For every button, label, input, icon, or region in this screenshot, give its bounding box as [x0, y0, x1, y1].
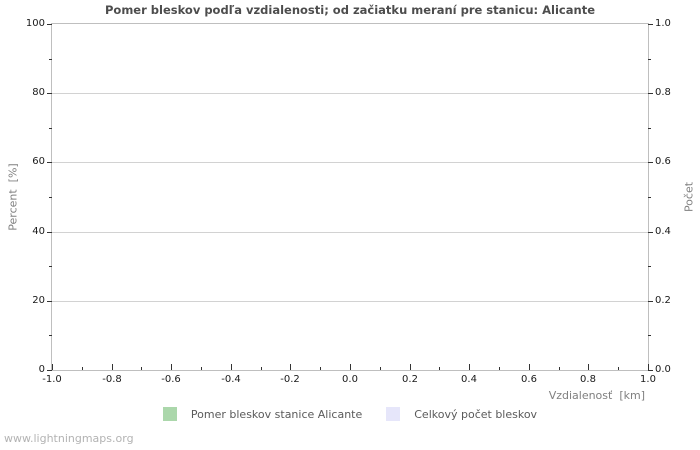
x-axis-tick	[559, 367, 560, 370]
plot-area: 0 0.0 20 0.2 40 0.4 60 0.6 80 0.8 100 1.0 -1.0 -0.8 -0…	[26, 18, 671, 385]
x-tick-label: 0.0	[342, 374, 358, 385]
x-axis-label: Vzdialenosť [km]	[548, 389, 645, 402]
right-axis-tick	[648, 335, 651, 336]
gridline	[52, 93, 648, 94]
x-tick-label: -1.0	[42, 374, 62, 385]
x-tick-label: 0.6	[521, 374, 537, 385]
x-axis-tick	[410, 364, 411, 370]
x-axis-tick	[171, 364, 172, 370]
chart-title: Pomer bleskov podľa vzdialenosti; od zač…	[104, 3, 595, 17]
left-axis-tick	[47, 24, 52, 25]
x-axis-tick	[439, 367, 440, 370]
x-axis-tick	[261, 367, 262, 370]
x-axis-tick	[529, 364, 530, 370]
left-axis-tick	[47, 370, 52, 371]
watermark: www.lightningmaps.org	[4, 432, 134, 445]
legend-label: Pomer bleskov stanice Alicante	[190, 407, 363, 421]
x-axis-tick	[320, 367, 321, 370]
x-axis-tick	[82, 367, 83, 370]
x-axis-tick	[201, 367, 202, 370]
right-axis-tick	[648, 93, 653, 94]
left-axis-tick	[47, 301, 52, 302]
right-axis-tick	[648, 266, 651, 267]
gridline	[52, 232, 648, 233]
right-tick-label: 0.0	[655, 364, 671, 375]
x-axis-tick	[52, 364, 53, 370]
left-axis-tick	[49, 59, 52, 60]
x-tick-label: 0.2	[402, 374, 418, 385]
gridline	[52, 301, 648, 302]
legend-item: Celkový počet bleskov	[386, 407, 537, 421]
x-axis-tick	[648, 364, 649, 370]
left-axis-tick	[49, 128, 52, 129]
right-tick-label: 0.4	[655, 226, 671, 237]
legend-swatch	[162, 407, 177, 421]
left-tick-label: 80	[32, 87, 45, 98]
left-axis-tick	[49, 266, 52, 267]
left-tick-label: 0	[38, 364, 45, 375]
left-tick-label: 20	[32, 295, 45, 306]
legend-swatch	[386, 407, 401, 421]
x-axis-tick	[112, 364, 113, 370]
right-tick-label: 0.6	[655, 156, 671, 167]
x-tick-label: -0.2	[280, 374, 300, 385]
right-tick-label: 0.2	[655, 295, 671, 306]
x-tick-label: 1.0	[640, 374, 656, 385]
right-axis-tick	[648, 370, 653, 371]
left-axis-tick	[47, 162, 52, 163]
x-tick-label: -0.4	[221, 374, 241, 385]
x-axis-tick	[588, 364, 589, 370]
legend: Pomer bleskov stanice Alicante Celkový po…	[0, 407, 700, 421]
left-axis-tick	[49, 335, 52, 336]
right-axis-tick	[648, 232, 653, 233]
x-tick-label: -0.8	[102, 374, 122, 385]
right-tick-label: 1.0	[655, 18, 671, 29]
right-tick-label: 0.8	[655, 87, 671, 98]
left-tick-label: 40	[32, 226, 45, 237]
legend-label: Celkový počet bleskov	[414, 407, 538, 421]
right-axis-tick	[648, 24, 653, 25]
x-axis-tick	[141, 367, 142, 370]
x-axis-tick	[380, 367, 381, 370]
right-axis-tick	[648, 301, 653, 302]
left-axis-tick	[47, 232, 52, 233]
x-axis-tick	[231, 364, 232, 370]
gridline	[52, 162, 648, 163]
x-axis-tick	[290, 364, 291, 370]
right-axis-tick	[648, 162, 653, 163]
x-tick-label: 0.8	[580, 374, 596, 385]
left-axis-tick	[47, 93, 52, 94]
legend-item: Pomer bleskov stanice Alicante	[162, 407, 363, 421]
right-axis-label: Počet	[682, 181, 696, 213]
x-tick-label: -0.6	[161, 374, 181, 385]
left-tick-label: 100	[25, 18, 45, 29]
right-axis-tick	[648, 128, 651, 129]
x-axis-tick	[499, 367, 500, 370]
x-axis-tick	[618, 367, 619, 370]
x-tick-label: 0.4	[461, 374, 477, 385]
left-axis-label: Percent [%]	[6, 163, 20, 231]
left-axis-tick	[49, 197, 52, 198]
right-axis-tick	[648, 197, 651, 198]
left-tick-label: 60	[32, 156, 45, 167]
x-axis-tick	[469, 364, 470, 370]
x-axis-tick	[350, 364, 351, 370]
right-axis-tick	[648, 59, 651, 60]
